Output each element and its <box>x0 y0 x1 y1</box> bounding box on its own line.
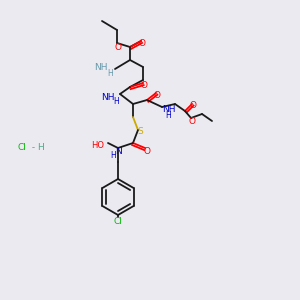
Text: H: H <box>107 68 113 77</box>
Text: O: O <box>188 116 196 125</box>
Text: O: O <box>140 80 148 89</box>
Text: NH: NH <box>94 64 108 73</box>
Text: H: H <box>165 110 171 119</box>
Text: O: O <box>190 101 196 110</box>
Text: - H: - H <box>29 142 45 152</box>
Text: HO: HO <box>91 142 104 151</box>
Text: N: N <box>116 146 122 155</box>
Text: O: O <box>143 146 151 155</box>
Text: S: S <box>137 128 143 136</box>
Text: Cl: Cl <box>18 142 26 152</box>
Text: O: O <box>139 38 145 47</box>
Text: O: O <box>115 43 122 52</box>
Text: H: H <box>113 98 119 106</box>
Text: O: O <box>154 91 160 100</box>
Text: H: H <box>110 152 116 160</box>
Text: NH: NH <box>162 106 175 115</box>
Text: NH: NH <box>101 92 115 101</box>
Text: Cl: Cl <box>114 218 122 226</box>
